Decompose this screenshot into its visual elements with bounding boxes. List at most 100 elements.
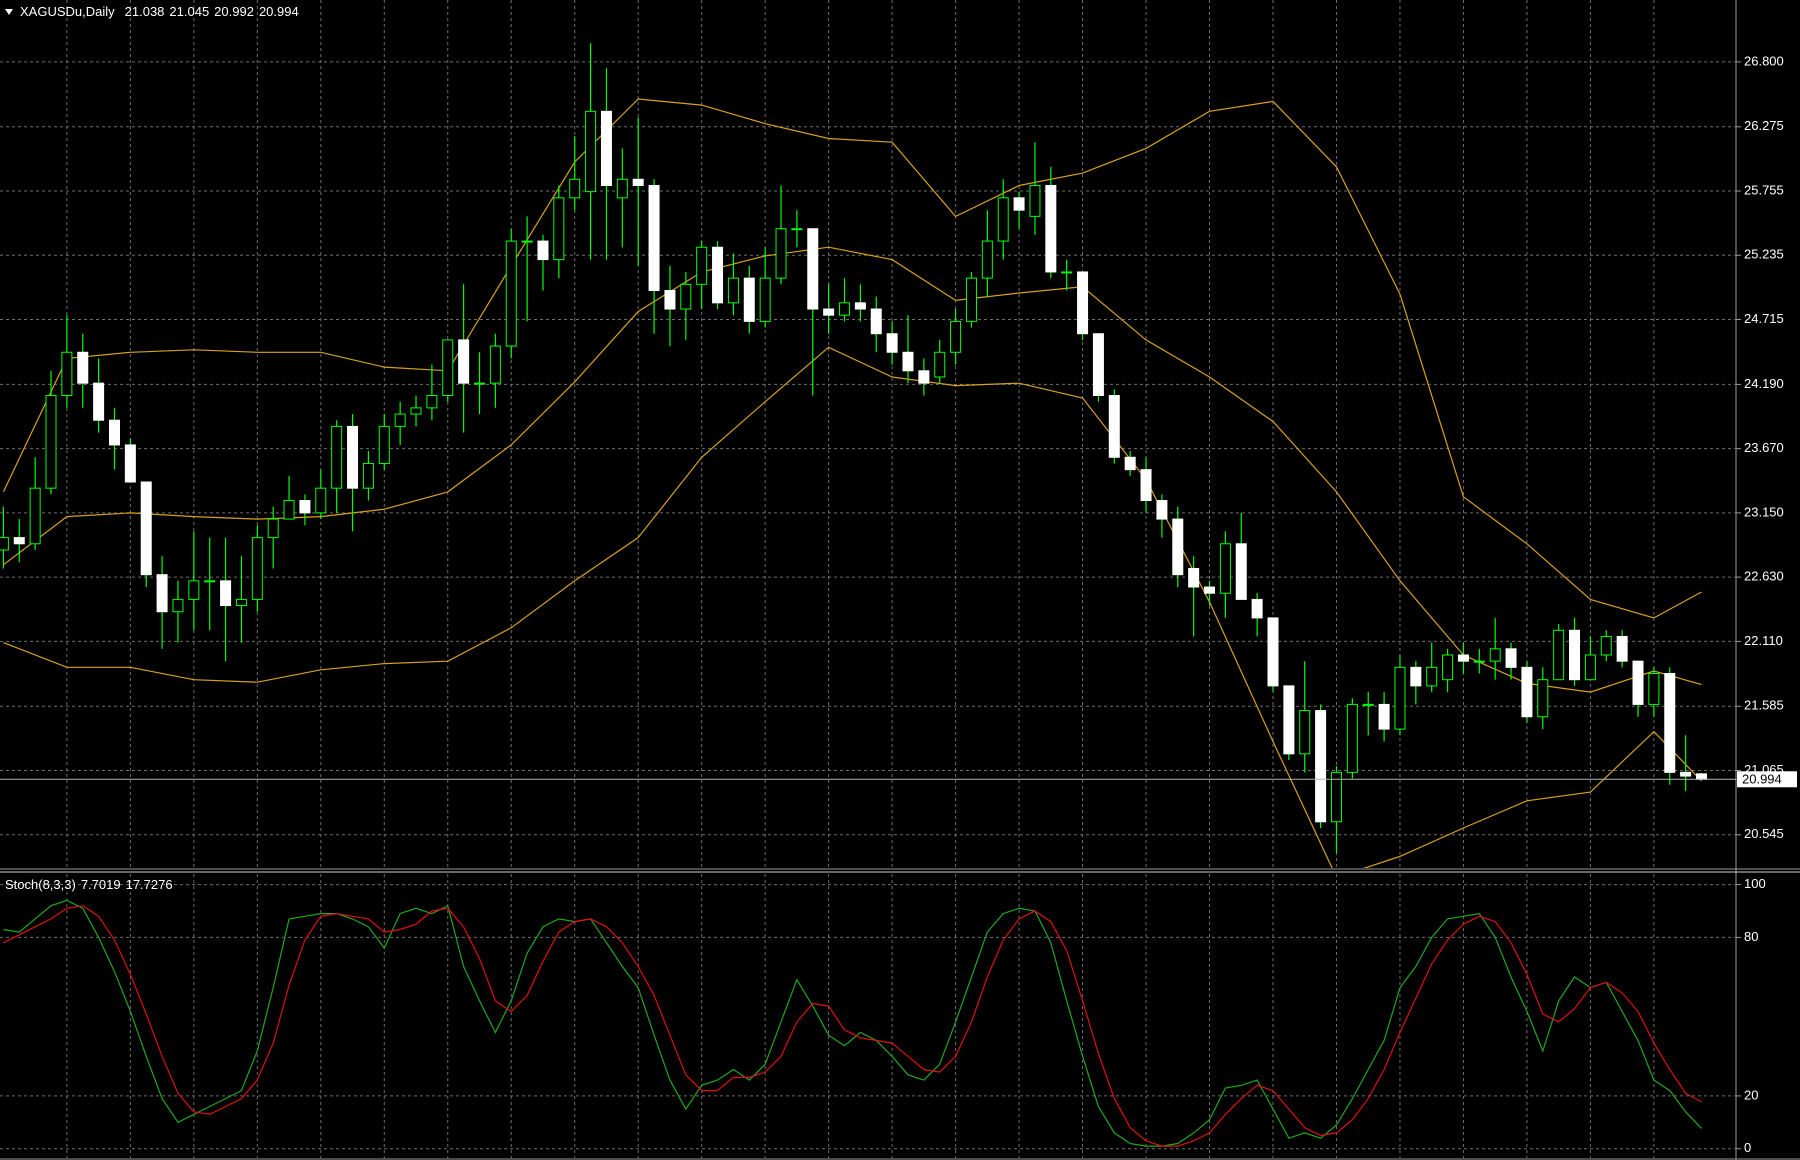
y-tick-label: 0 bbox=[1744, 1140, 1751, 1155]
chart-header: XAGUSDu,Daily 21.038 21.045 20.992 20.994 bbox=[20, 4, 299, 19]
chart-title: Stoch(8,3,3) bbox=[5, 877, 76, 892]
candle-body bbox=[950, 320, 962, 353]
candle-body bbox=[1108, 395, 1120, 458]
candle-body bbox=[1235, 543, 1247, 600]
candle-body bbox=[251, 537, 263, 600]
candle-body bbox=[426, 395, 438, 409]
candle-body bbox=[29, 487, 41, 545]
candle-body bbox=[204, 580, 216, 583]
candle-body bbox=[537, 240, 549, 261]
candle-body bbox=[108, 419, 120, 446]
price-tag-label: 20.994 bbox=[1742, 772, 1782, 787]
candle-body bbox=[918, 370, 930, 384]
y-tick-label: 21.585 bbox=[1744, 698, 1784, 713]
candle-body bbox=[458, 339, 470, 384]
candle-body bbox=[1077, 271, 1089, 335]
candle-body bbox=[1346, 703, 1358, 773]
candle-body bbox=[727, 277, 739, 304]
y-tick-label: 24.190 bbox=[1744, 376, 1784, 391]
candle-body bbox=[585, 110, 597, 193]
candle-body bbox=[1204, 586, 1216, 594]
candle-body bbox=[394, 413, 406, 427]
candle-body bbox=[839, 302, 851, 316]
candle-body bbox=[712, 246, 724, 304]
candle-body bbox=[934, 351, 946, 378]
candle-body bbox=[1442, 654, 1454, 681]
candle-body bbox=[220, 580, 232, 607]
series-line bbox=[3, 346, 1702, 868]
candle-body bbox=[1124, 456, 1136, 471]
y-tick-label: 20.545 bbox=[1744, 826, 1784, 841]
candle-body bbox=[1029, 184, 1041, 217]
y-tick-label: 23.150 bbox=[1744, 504, 1784, 519]
candle-body bbox=[902, 351, 914, 372]
candle-body bbox=[759, 277, 771, 322]
candle-body bbox=[1680, 771, 1692, 777]
y-tick-label: 80 bbox=[1744, 929, 1758, 944]
candle-body bbox=[93, 382, 105, 421]
candle-body bbox=[1632, 660, 1644, 705]
candle-body bbox=[1616, 635, 1628, 662]
y-tick-label: 22.110 bbox=[1744, 633, 1783, 648]
candle-body bbox=[505, 240, 517, 347]
candle-body bbox=[61, 351, 73, 397]
candle-body bbox=[854, 302, 866, 310]
candle-body bbox=[680, 283, 692, 310]
candle-body bbox=[1489, 648, 1501, 662]
candle-body bbox=[1013, 197, 1025, 211]
candle-body bbox=[696, 246, 708, 285]
ohlc-value: 21.045 bbox=[169, 4, 209, 19]
y-tick-label: 22.630 bbox=[1744, 569, 1784, 584]
indicator-value: 17.7276 bbox=[126, 877, 173, 892]
candle-body bbox=[1473, 660, 1485, 663]
candle-body bbox=[632, 178, 644, 186]
candle-body bbox=[1537, 679, 1549, 718]
plot-area bbox=[0, 874, 1736, 1158]
candle-body bbox=[0, 537, 9, 551]
candle-body bbox=[965, 277, 977, 322]
candle-body bbox=[1426, 666, 1438, 687]
candle-body bbox=[1299, 710, 1311, 755]
candle-body bbox=[45, 395, 57, 489]
candle-body bbox=[1584, 654, 1596, 681]
menu-icon bbox=[5, 9, 13, 15]
candle-body bbox=[235, 598, 247, 607]
candle-body bbox=[172, 598, 184, 613]
ohlc-value: 21.038 bbox=[125, 4, 165, 19]
candle-body bbox=[1283, 685, 1295, 755]
candle-body bbox=[791, 228, 803, 231]
candle-body bbox=[1140, 469, 1152, 502]
candle-body bbox=[870, 308, 882, 335]
candle-body bbox=[1600, 635, 1612, 656]
candle-body bbox=[1457, 654, 1469, 662]
y-tick-label: 20 bbox=[1744, 1087, 1758, 1102]
candle-body bbox=[331, 425, 343, 489]
candle-body bbox=[775, 228, 787, 279]
candle-body bbox=[886, 333, 898, 353]
candle-body bbox=[1410, 666, 1422, 687]
candle-body bbox=[362, 462, 374, 489]
candle-body bbox=[1330, 771, 1342, 823]
candle-body bbox=[648, 184, 660, 291]
candle-body bbox=[553, 197, 565, 261]
candle-body bbox=[299, 500, 311, 514]
candle-body bbox=[664, 289, 676, 310]
candle-body bbox=[807, 228, 819, 310]
candle-body bbox=[569, 178, 581, 199]
candle-body bbox=[13, 537, 25, 545]
series-line bbox=[2, 98, 1702, 619]
series-line bbox=[3, 899, 1702, 1147]
candle-body bbox=[981, 240, 993, 279]
candle-body bbox=[267, 518, 279, 539]
plot-area bbox=[0, 0, 1736, 868]
candle-body bbox=[489, 345, 501, 384]
candle-body bbox=[1251, 598, 1263, 619]
candle-body bbox=[1362, 703, 1374, 706]
candle-body bbox=[156, 574, 168, 613]
candle-body bbox=[283, 500, 295, 520]
y-tick-label: 25.755 bbox=[1744, 182, 1784, 197]
candle-body bbox=[1664, 673, 1676, 773]
candle-body bbox=[1061, 271, 1073, 274]
candle-body bbox=[1045, 184, 1057, 273]
